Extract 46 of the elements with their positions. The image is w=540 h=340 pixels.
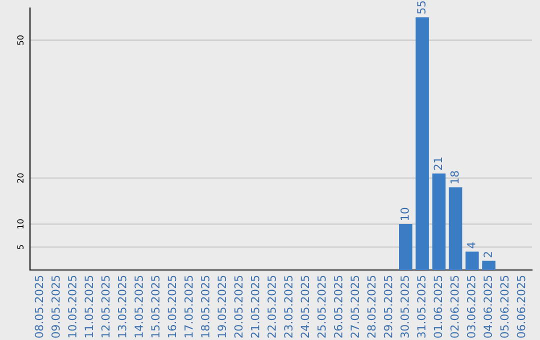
- data-label: 2: [484, 252, 492, 258]
- data-label: 18: [450, 171, 459, 184]
- bar: [399, 224, 412, 270]
- data-label: 10: [400, 208, 409, 220]
- x-tick-label: 11.05.2025: [84, 276, 94, 338]
- bar: [432, 173, 446, 270]
- x-tick-label: 15.05.2025: [151, 276, 160, 338]
- x-tick-label: 10.05.2025: [68, 276, 76, 338]
- x-tick-label: 16.05.2025: [168, 276, 176, 338]
- x-tick-label: 25.05.2025: [317, 276, 326, 338]
- y-tick-label: 5: [17, 245, 24, 250]
- x-tick-label: 26.05.2025: [334, 276, 342, 338]
- x-tick-label: 03.06.2025: [466, 276, 476, 338]
- x-tick-label: 02.06.2025: [450, 276, 459, 338]
- x-tick-label: 27.05.2025: [350, 276, 360, 338]
- bar: [448, 187, 462, 270]
- x-tick-label: 18.05.2025: [201, 276, 210, 338]
- x-tick-label: 23.05.2025: [284, 276, 293, 338]
- x-tick-label: 21.05.2025: [250, 276, 260, 338]
- x-tick-label: 04.06.2025: [484, 276, 492, 338]
- x-tick-label: 19.05.2025: [218, 276, 226, 338]
- x-tick-label: 29.05.2025: [384, 276, 392, 338]
- x-tick-label: 05.06.2025: [500, 276, 509, 338]
- x-tick-label: 06.06.2025: [516, 276, 526, 338]
- data-label: 21: [434, 158, 442, 170]
- x-tick-label: 14.05.2025: [134, 276, 143, 338]
- bar: [482, 260, 496, 270]
- x-tick-label: 20.05.2025: [234, 276, 243, 338]
- bar: [416, 17, 429, 270]
- x-tick-label: 17.05.2025: [184, 276, 193, 338]
- data-label: 55: [417, 1, 426, 14]
- y-tick-label: 50: [17, 35, 24, 45]
- x-tick-label: 22.05.2025: [268, 276, 276, 338]
- x-tick-label: 08.05.2025: [34, 276, 44, 338]
- x-tick-label: 09.05.2025: [51, 276, 60, 338]
- y-tick-label: 20: [17, 173, 24, 183]
- x-tick-label: 13.05.2025: [118, 276, 126, 338]
- x-tick-label: 24.05.2025: [300, 276, 310, 338]
- bar: [466, 252, 479, 270]
- x-tick-label: 01.06.2025: [434, 276, 442, 338]
- x-tick-label: 31.05.2025: [417, 276, 426, 338]
- x-tick-label: 30.05.2025: [400, 276, 409, 338]
- x-tick-label: 12.05.2025: [101, 276, 110, 338]
- y-tick-label: 10: [17, 219, 24, 228]
- data-label: 4: [467, 242, 476, 248]
- x-tick-label: 28.05.2025: [367, 276, 376, 338]
